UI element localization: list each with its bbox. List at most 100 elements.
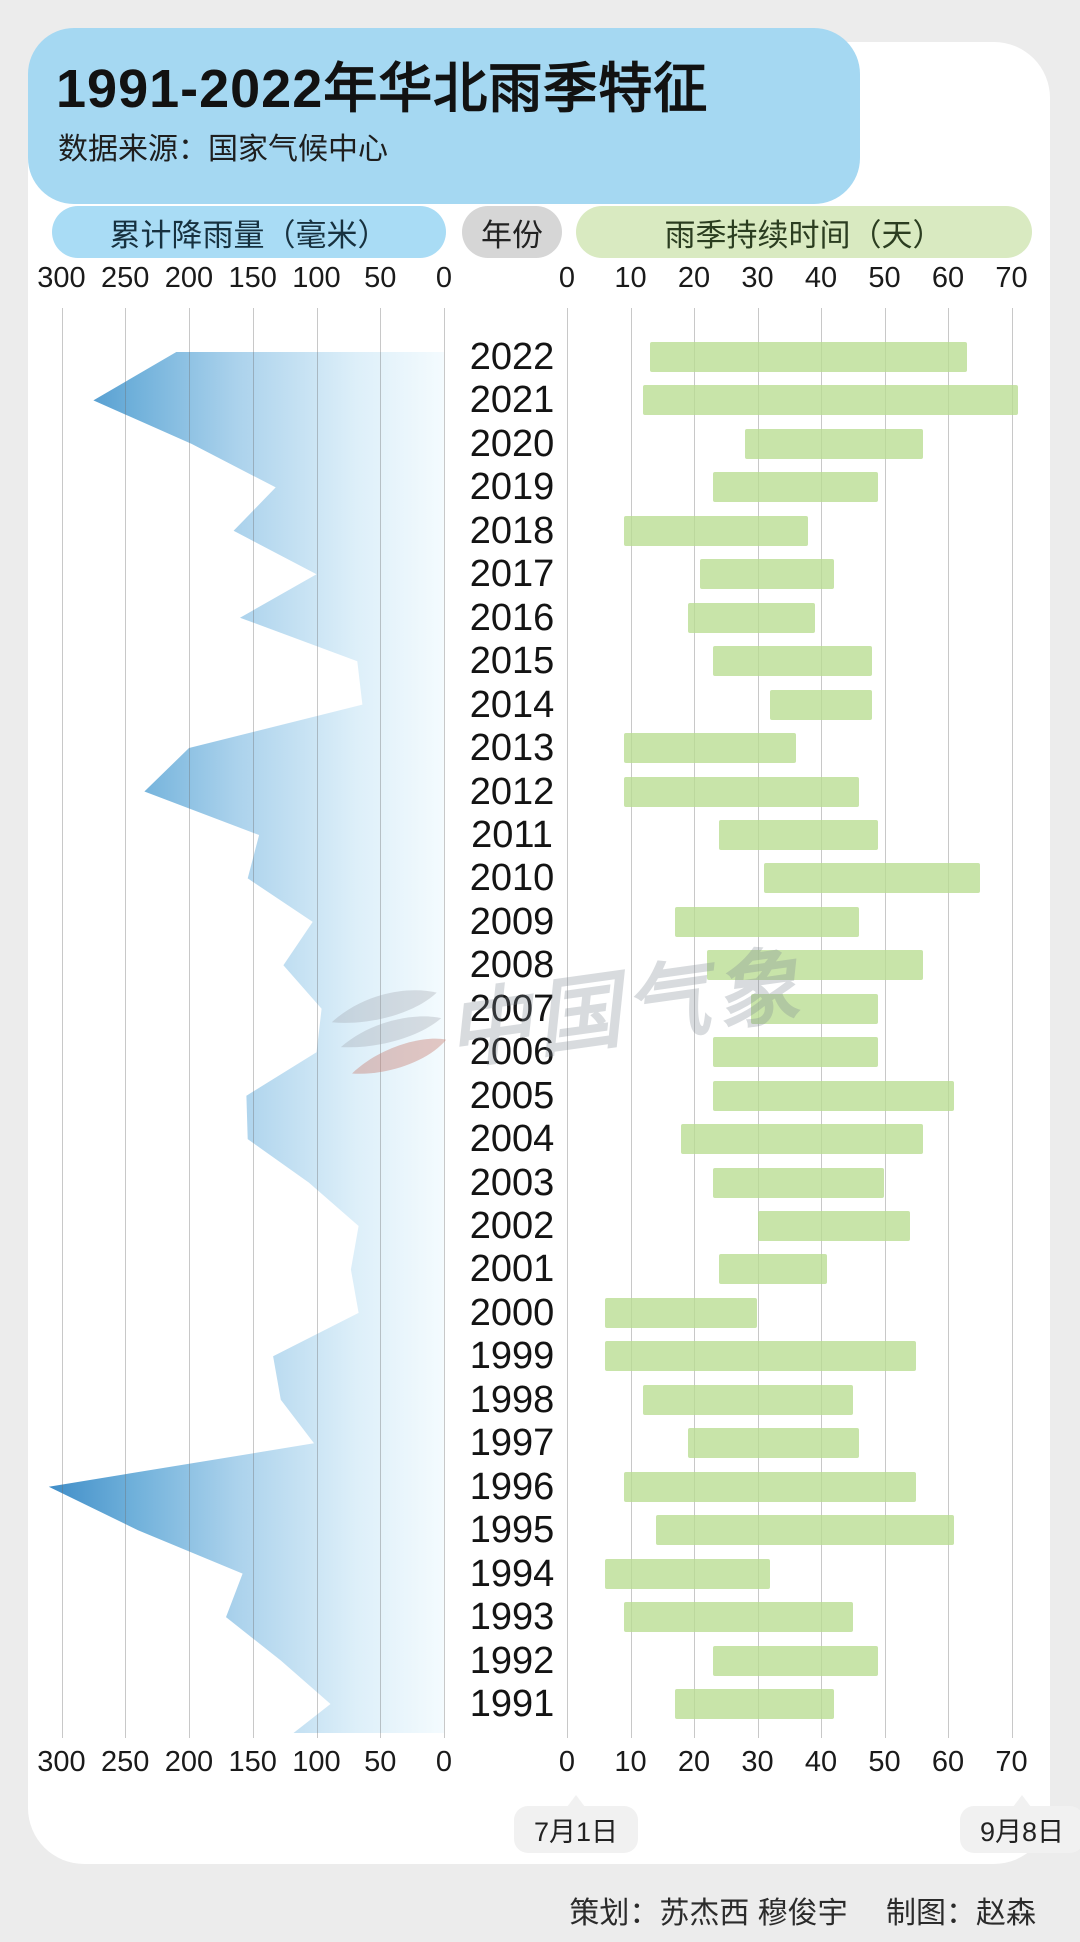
year-label: 2011 [471,813,553,856]
duration-bar [687,602,815,633]
duration-axis-tick-bottom: 0 [558,1746,576,1778]
rain-axis-tick-bottom: 250 [101,1746,150,1778]
gridline [189,308,190,1738]
duration-axis-tick-bottom: 30 [741,1746,774,1778]
start-date-callout: 7月1日 [514,1795,639,1853]
gridline [444,308,445,1738]
duration-axis-tick-top: 30 [741,262,774,294]
rain-axis-tick-bottom: 150 [228,1746,277,1778]
duration-bar [681,1124,923,1155]
duration-bar [674,906,860,937]
year-label: 2005 [469,1074,555,1117]
duration-bar [700,559,834,590]
rain-axis-tick-bottom: 200 [164,1746,214,1778]
duration-bar [655,1515,955,1546]
year-label: 2014 [469,683,555,726]
year-label: 1996 [469,1465,555,1508]
year-label: 2016 [469,596,555,639]
rain-axis-tick-top: 100 [292,262,341,294]
start-date-label: 7月1日 [534,1817,619,1847]
year-label: 1998 [469,1378,555,1421]
duration-legend-pill: 雨季持续时间（天） [576,206,1032,258]
year-label: 2002 [469,1205,555,1247]
duration-axis-tick-top: 50 [868,262,901,294]
rainfall-area-shape [48,352,445,1733]
gridline [884,308,886,1738]
gridline [380,308,382,1738]
year-label: 2013 [469,727,555,770]
gridline [630,308,632,1738]
duration-bar [713,1037,879,1068]
year-label: 2022 [469,336,555,378]
rain-axis-tick-bottom: 300 [37,1746,86,1778]
year-label: 1995 [469,1509,555,1552]
year-column-header: 年份 [462,206,562,258]
duration-bar [744,428,923,459]
year-label: 1997 [469,1422,555,1465]
rain-axis-tick-bottom: 0 [435,1746,453,1778]
duration-bar [643,385,1018,416]
duration-axis-tick-top: 40 [804,262,838,294]
duration-axis-tick-bottom: 10 [614,1746,647,1778]
rainfall-legend-pill: 累计降雨量（毫米） [52,206,446,258]
duration-bar [605,1558,771,1589]
duration-bar [687,1428,860,1459]
duration-bar [763,863,980,894]
year-label: 2019 [469,466,555,509]
rain-axis-tick-top: 200 [164,262,214,294]
duration-bar [713,472,879,503]
duration-axis-tick-bottom: 50 [868,1746,901,1778]
year-label: 2020 [469,422,555,465]
rain-axis-tick-bottom: 50 [364,1746,397,1778]
duration-bar [770,689,872,720]
duration-bar [605,1341,917,1372]
page-title: 1991-2022年华北雨季特征 [56,59,709,119]
duration-bar [624,1602,853,1633]
duration-bar [751,993,879,1024]
end-date-label: 9月8日 [980,1817,1065,1847]
year-label: 1999 [469,1335,555,1378]
duration-bar [624,776,860,807]
year-label: 2000 [469,1291,555,1334]
duration-bar [674,1688,834,1719]
duration-bar [713,1167,885,1198]
year-label: 1992 [469,1639,555,1682]
duration-axis-tick-bottom: 40 [804,1746,838,1778]
duration-bar [719,1254,828,1285]
year-label: 1991 [469,1682,555,1725]
duration-axis-tick-bottom: 70 [995,1746,1028,1778]
gridline [125,308,127,1738]
rain-axis-tick-top: 50 [364,262,397,294]
rain-axis-tick-top: 0 [435,262,453,294]
duration-axis-tick-bottom: 20 [677,1746,711,1778]
duration-bar [713,1645,879,1676]
gridline [316,308,318,1738]
rain-axis-tick-top: 250 [101,262,150,294]
gridline [61,308,63,1738]
gridline [694,308,695,1738]
duration-bar [719,819,879,850]
duration-bar [624,515,809,546]
year-label: 2006 [469,1031,555,1074]
year-label: 2007 [469,987,555,1030]
data-source: 数据来源：国家气候中心 [58,133,388,166]
duration-axis-tick-top: 60 [931,262,965,294]
duration-axis-tick-top: 20 [677,262,711,294]
duration-axis-tick-top: 10 [614,262,647,294]
gridline [567,308,568,1738]
year-label: 2021 [469,379,555,422]
header-band [28,28,860,204]
duration-bar [713,1080,955,1111]
rain-axis-tick-top: 150 [228,262,277,294]
duration-axis-tick-bottom: 60 [931,1746,965,1778]
duration-bar [757,1211,910,1241]
year-label: 2015 [469,640,555,683]
duration-bar [706,950,923,981]
rain-axis-tick-top: 300 [37,262,86,294]
year-label: 2018 [469,509,555,552]
year-label: 2017 [469,553,555,596]
year-label: 1994 [469,1552,555,1595]
year-label: 2004 [469,1118,555,1161]
